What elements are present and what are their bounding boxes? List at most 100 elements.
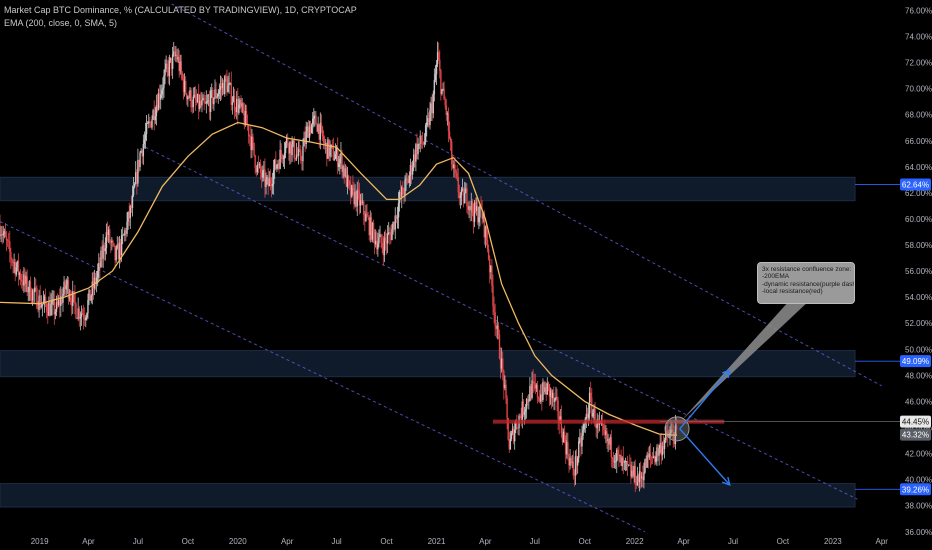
candle-body-23	[24, 274, 26, 284]
ema-200-line	[0, 121, 678, 436]
price-label-bg-1	[900, 178, 931, 191]
candle-body-328	[355, 191, 357, 207]
candle-body-248	[268, 178, 270, 187]
candle-body-411	[445, 105, 447, 115]
candle-body-0	[0, 225, 1, 236]
candle-body-39	[41, 304, 44, 306]
y-tick-6: 48.00%	[905, 371, 932, 380]
candle-body-295	[319, 122, 322, 140]
candle-body-397	[430, 103, 432, 110]
candle-body-505	[547, 382, 550, 385]
price-label-4: 43.32%	[902, 431, 929, 440]
candle-body-234	[253, 142, 255, 156]
candle-body-96	[103, 245, 105, 252]
candle-body-437	[473, 202, 476, 222]
candle-body-590	[639, 471, 642, 479]
candle-body-194	[209, 90, 212, 112]
candle-body-26	[27, 291, 29, 293]
candle-body-373	[404, 179, 406, 196]
candle-body-233	[252, 136, 254, 143]
candle-body-261	[282, 158, 285, 160]
annotation-box[interactable]: 3x resistance confluence zone: -200EMA -…	[757, 262, 855, 304]
ema-200-path	[0, 121, 678, 436]
candle-body-219	[237, 98, 239, 113]
candle-body-90	[97, 270, 99, 278]
candle-body-402	[435, 64, 438, 75]
candle-body-614	[666, 431, 668, 432]
candle-body-116	[125, 230, 127, 234]
candle-body-306	[331, 144, 333, 146]
candle-body-501	[543, 382, 545, 392]
candle-body-24	[25, 276, 27, 284]
candle-body-322	[348, 181, 351, 186]
candle-body-208	[225, 76, 227, 79]
y-tick-13: 62.00%	[905, 189, 932, 198]
candle-body-333	[360, 199, 363, 204]
candle-body-504	[546, 382, 548, 395]
candle-body-364	[394, 215, 396, 230]
candle-body-121	[130, 205, 133, 208]
candle-body-266	[288, 145, 290, 154]
candle-body-451	[489, 258, 491, 273]
candle-body-349	[378, 237, 380, 244]
candle-body-375	[406, 178, 408, 180]
candle-body-231	[250, 136, 252, 150]
candle-body-438	[474, 202, 477, 211]
candle-body-27	[28, 281, 31, 292]
zone-1	[0, 176, 856, 202]
candle-body-559	[606, 431, 608, 442]
candle-body-93	[100, 250, 102, 268]
candle-body-245	[265, 179, 267, 187]
candle-body-257	[278, 163, 280, 169]
candle-body-170	[183, 80, 186, 93]
candle-body-296	[320, 122, 323, 127]
candle-body-65	[69, 297, 72, 300]
candle-body-189	[204, 102, 206, 104]
candle-body-531	[575, 456, 578, 466]
candle-body-225	[243, 112, 246, 126]
candle-body-89	[95, 277, 98, 284]
candle-body-499	[541, 394, 543, 401]
candle-body-145	[156, 105, 159, 111]
candle-body-442	[479, 204, 481, 218]
candle-body-76	[81, 313, 84, 315]
candle-body-166	[179, 61, 181, 72]
candle-body-613	[664, 431, 667, 440]
candle-body-510	[553, 392, 555, 402]
candle-body-149	[161, 89, 163, 95]
candle-body-400	[433, 80, 436, 95]
y-tick-18: 72.00%	[905, 59, 932, 68]
candle-body-344	[372, 222, 375, 232]
candle-body-200	[216, 96, 218, 98]
candle-body-130	[140, 150, 142, 153]
candle-body-356	[385, 240, 388, 244]
candle-body-134	[144, 134, 147, 140]
candle-body-574	[622, 457, 624, 463]
candle-body-413	[447, 113, 450, 132]
candle-body-236	[255, 168, 257, 173]
candle-body-394	[427, 118, 429, 123]
candle-body-119	[128, 211, 130, 219]
candle-body-247	[267, 177, 269, 187]
candle-body-518	[561, 433, 564, 443]
candle-body-307	[332, 145, 335, 160]
candle-body-406	[440, 70, 442, 95]
candle-body-14	[14, 262, 16, 275]
candle-body-332	[359, 199, 362, 206]
candle-body-532	[576, 458, 579, 466]
candle-body-202	[218, 89, 221, 94]
candle-body-479	[519, 415, 521, 417]
candle-body-426	[461, 188, 464, 190]
candle-body-358	[388, 232, 390, 234]
candle-body-396	[429, 109, 431, 126]
candle-body-367	[397, 202, 400, 218]
candle-body-457	[495, 326, 497, 329]
price-labels: 62.64% 49.09% 44.45% 43.32% 39.26%	[900, 178, 931, 496]
candle-body-181	[195, 100, 198, 103]
candle-body-177	[191, 106, 193, 108]
candle-body-464	[503, 370, 505, 389]
candle-body-47	[50, 303, 52, 316]
candle-body-107	[115, 247, 117, 261]
candle-body-341	[369, 217, 371, 236]
candle-body-58	[62, 293, 64, 303]
